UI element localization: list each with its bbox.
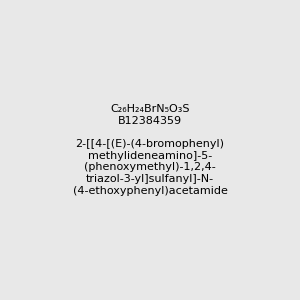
Text: C₂₆H₂₄BrN₅O₃S
B12384359

2-[[4-[(E)-(4-bromophenyl)
methylideneamino]-5-
(phenox: C₂₆H₂₄BrN₅O₃S B12384359 2-[[4-[(E)-(4-br… [73, 104, 227, 196]
